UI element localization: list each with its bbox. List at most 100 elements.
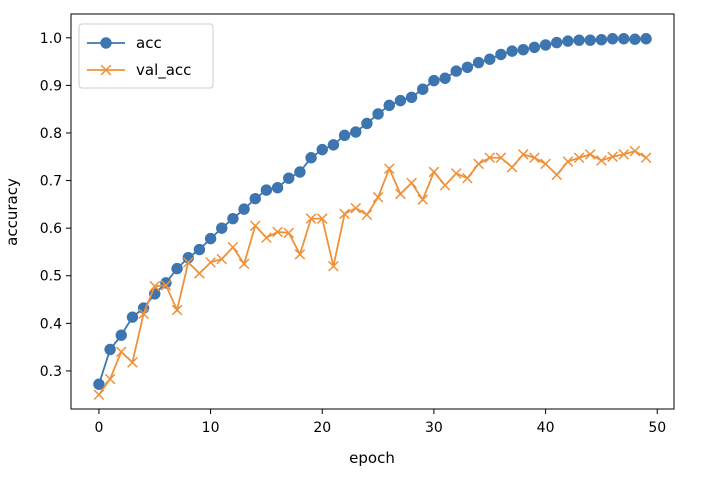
data-point xyxy=(361,117,373,130)
data-point xyxy=(115,346,127,358)
y-tick-label: 0.6 xyxy=(40,221,62,237)
x-tick-label: 50 xyxy=(648,420,666,436)
data-point xyxy=(104,373,116,385)
data-point xyxy=(283,172,295,184)
data-point xyxy=(528,41,541,54)
data-point xyxy=(562,35,574,47)
data-point xyxy=(629,33,641,45)
data-point xyxy=(204,232,217,245)
legend-label: val_acc xyxy=(136,61,191,80)
data-point xyxy=(238,258,250,270)
data-point xyxy=(439,72,451,84)
data-point xyxy=(383,99,395,112)
data-point xyxy=(618,33,630,45)
series-line xyxy=(98,150,647,396)
data-point xyxy=(629,145,641,157)
data-point xyxy=(339,208,350,220)
data-point xyxy=(216,222,228,234)
data-point xyxy=(305,152,317,164)
data-point xyxy=(640,33,652,45)
y-tick-label: 0.4 xyxy=(40,316,62,332)
data-point xyxy=(227,241,239,253)
data-point xyxy=(461,61,474,74)
data-point xyxy=(294,249,306,260)
data-point xyxy=(149,280,161,292)
data-point xyxy=(272,226,283,238)
data-point xyxy=(372,108,384,120)
data-point xyxy=(261,232,272,244)
y-tick-label: 0.7 xyxy=(40,174,62,190)
data-point xyxy=(450,65,462,77)
y-tick-label: 0.5 xyxy=(40,269,62,285)
data-point xyxy=(473,158,484,170)
data-point xyxy=(584,34,596,46)
legend: acc val_acc xyxy=(78,23,214,89)
data-point xyxy=(394,94,407,107)
data-point xyxy=(328,260,339,272)
data-point xyxy=(182,257,194,268)
data-point xyxy=(238,203,250,215)
data-point xyxy=(596,155,607,166)
data-point xyxy=(249,192,261,205)
x-tick-label: 0 xyxy=(94,420,103,436)
data-point xyxy=(138,308,149,320)
data-point xyxy=(462,172,473,184)
data-point xyxy=(506,161,518,173)
data-point xyxy=(439,179,451,191)
y-tick-label: 1.0 xyxy=(40,31,62,47)
data-point xyxy=(249,220,261,232)
data-point xyxy=(216,253,228,265)
data-point xyxy=(227,212,239,225)
x-axis: 0 10 20 30 40 50 xyxy=(94,409,666,436)
x-tick-label: 30 xyxy=(425,420,443,436)
data-point xyxy=(383,163,395,174)
data-point xyxy=(350,126,362,138)
data-point xyxy=(126,311,139,323)
plot-frame xyxy=(70,13,675,410)
data-point xyxy=(171,304,183,316)
data-point xyxy=(540,158,551,170)
data-point xyxy=(327,139,340,151)
y-tick-label: 0.3 xyxy=(40,364,62,380)
data-point xyxy=(618,149,630,160)
data-point xyxy=(495,48,507,61)
data-point xyxy=(194,268,205,279)
data-point xyxy=(484,53,496,65)
data-point xyxy=(529,152,540,164)
data-point xyxy=(428,166,440,178)
data-point xyxy=(395,188,406,200)
data-point xyxy=(573,152,585,164)
data-point xyxy=(573,34,585,46)
data-point xyxy=(93,378,105,390)
y-axis-label: accuracy xyxy=(3,178,21,246)
data-point xyxy=(338,129,351,142)
data-point xyxy=(584,149,596,160)
data-point xyxy=(562,156,574,167)
data-point xyxy=(283,227,295,239)
series-line xyxy=(98,37,647,385)
data-point xyxy=(205,257,216,268)
data-point xyxy=(260,184,273,196)
data-point xyxy=(539,39,552,51)
data-point xyxy=(640,152,652,164)
data-point xyxy=(517,43,529,56)
data-point xyxy=(305,213,317,224)
y-tick-label: 0.8 xyxy=(40,126,62,142)
data-point xyxy=(93,389,105,401)
data-point xyxy=(316,213,328,224)
data-point xyxy=(405,91,418,103)
data-point xyxy=(350,202,362,214)
y-tick-label: 0.9 xyxy=(40,78,62,94)
y-axis: 0.3 0.4 0.5 0.6 0.7 0.8 0.9 1.0 xyxy=(40,31,71,380)
x-tick-label: 20 xyxy=(313,420,331,436)
data-point xyxy=(372,191,384,203)
data-point xyxy=(417,83,429,95)
data-point xyxy=(472,56,485,69)
data-point xyxy=(271,182,284,194)
x-tick-label: 40 xyxy=(537,420,555,436)
data-point xyxy=(127,357,138,368)
data-point xyxy=(361,209,373,221)
legend-marker xyxy=(100,64,112,76)
